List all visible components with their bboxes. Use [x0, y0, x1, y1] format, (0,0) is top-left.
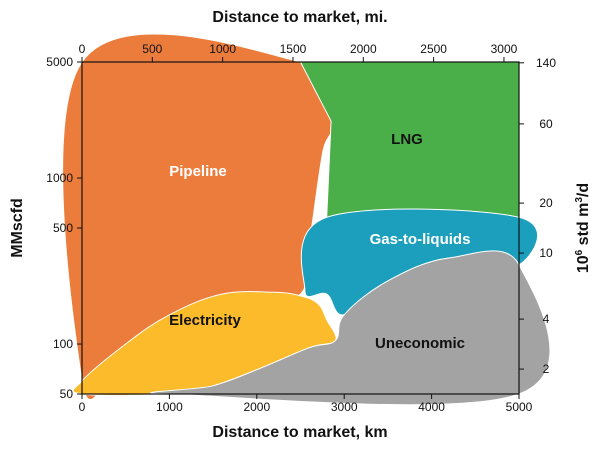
x-top-tick-label: 2000	[350, 42, 377, 56]
x-top-tick-label: 3000	[491, 42, 518, 56]
y-right-title-exp1: 6	[574, 249, 585, 255]
x-bottom-tick-label: 3000	[331, 400, 358, 414]
y-left-tick-label: 50	[60, 387, 74, 401]
x-top-tick-label: 2500	[420, 42, 447, 56]
chart-regions	[62, 33, 551, 406]
x-top-tick-label: 1500	[280, 42, 307, 56]
y-right-title-mid: std m	[575, 203, 592, 250]
y-right-tick-label: 4	[543, 312, 550, 326]
y-right-axis-title: 106 std m3/d	[574, 183, 592, 273]
x-bottom-tick-label: 5000	[506, 400, 533, 414]
x-bottom-ticks: 0 1000 2000 3000 4000 5000	[79, 394, 533, 414]
y-left-tick-label: 1000	[46, 171, 73, 185]
region-label-uneconomic: Uneconomic	[375, 335, 465, 352]
y-right-ticks: 2 4 10 20 60 140	[519, 56, 556, 376]
x-top-axis-title: Distance to market, mi.	[212, 9, 387, 26]
y-right-tick-label: 2	[543, 362, 550, 376]
y-right-tick-label: 140	[536, 56, 556, 70]
x-top-tick-label: 0	[79, 42, 86, 56]
y-right-title-exp2: 3	[574, 197, 585, 203]
x-bottom-axis-title: Distance to market, km	[212, 424, 387, 441]
x-top-ticks: 0 500 1000 1500 2000 2500 3000	[79, 42, 518, 62]
region-label-lng: LNG	[391, 131, 423, 148]
x-top-tick-label: 1000	[209, 42, 236, 56]
y-right-tick-label: 10	[539, 246, 553, 260]
y-left-tick-label: 5000	[46, 55, 73, 69]
y-right-title-end: /d	[575, 183, 592, 197]
x-bottom-tick-label: 2000	[243, 400, 270, 414]
y-left-tick-label: 100	[53, 337, 73, 351]
y-left-axis-title: MMscfd	[9, 198, 26, 258]
region-label-electricity: Electricity	[169, 312, 241, 329]
y-left-tick-label: 500	[53, 221, 73, 235]
y-right-tick-label: 60	[539, 117, 553, 131]
region-label-pipeline: Pipeline	[169, 163, 227, 180]
x-bottom-tick-label: 4000	[418, 400, 445, 414]
y-right-title-base: 10	[575, 255, 592, 273]
y-right-tick-label: 20	[539, 196, 553, 210]
x-bottom-tick-label: 1000	[156, 400, 183, 414]
x-bottom-tick-label: 0	[79, 400, 86, 414]
y-left-ticks: 50 100 500 1000 5000	[46, 55, 82, 401]
x-top-tick-label: 500	[142, 42, 162, 56]
region-label-gtl: Gas-to-liquids	[370, 231, 471, 248]
